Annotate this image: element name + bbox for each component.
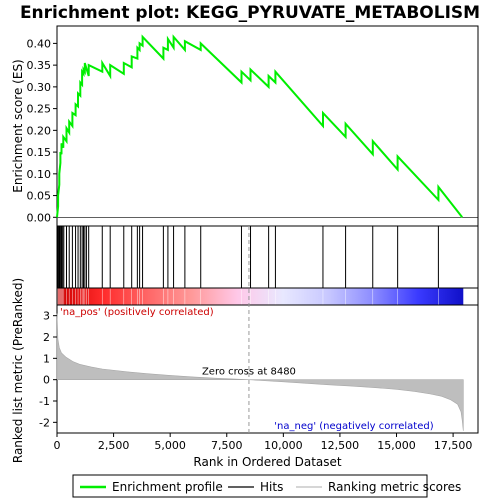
xtick-label: 10,000	[264, 439, 303, 452]
metric-ytick-label: 0	[43, 374, 50, 387]
xtick-label: 15,000	[377, 439, 416, 452]
xtick-label: 7,500	[211, 439, 243, 452]
metric-ytick-label: 3	[43, 310, 50, 323]
legend-label: Ranking metric scores	[328, 480, 461, 494]
xtick-label: 12,500	[321, 439, 360, 452]
es-ytick-label: 0.00	[27, 211, 52, 224]
es-ytick-label: 0.05	[27, 190, 52, 203]
xtick-label: 0	[54, 439, 61, 452]
metric-area	[56, 313, 464, 431]
rank-color-band	[57, 288, 464, 305]
es-ytick-label: 0.35	[27, 59, 52, 72]
legend-label: Enrichment profile	[112, 480, 223, 494]
es-ytick-label: 0.15	[27, 146, 52, 159]
metric-ytick-label: -2	[39, 416, 50, 429]
legend-box	[72, 474, 428, 498]
legend-label: Hits	[260, 480, 283, 494]
metric-ylabel: Ranked list metric (PreRanked)	[11, 278, 25, 463]
metric-ytick-label: 1	[43, 352, 50, 365]
es-ytick-label: 0.10	[27, 168, 52, 181]
xtick-label: 5,000	[154, 439, 186, 452]
hits-panel-frame	[56, 225, 479, 289]
pos-label: 'na_pos' (positively correlated)	[60, 307, 214, 318]
es-ytick-label: 0.20	[27, 124, 52, 137]
zero-cross-label: Zero cross at 8480	[202, 367, 296, 378]
xtick-label: 2,500	[98, 439, 130, 452]
es-panel-frame	[56, 25, 479, 227]
metric-ytick-label: -1	[39, 395, 50, 408]
es-ytick-label: 0.25	[27, 103, 52, 116]
es-ylabel: Enrichment score (ES)	[11, 59, 25, 192]
xtick-label: 17,500	[434, 439, 473, 452]
es-ytick-label: 0.30	[27, 81, 52, 94]
xlabel: Rank in Ordered Dataset	[193, 455, 341, 469]
es-series-line	[56, 34, 463, 218]
chart-title: Enrichment plot: KEGG_PYRUVATE_METABOLIS…	[20, 3, 480, 23]
metric-ytick-label: 2	[43, 331, 50, 344]
metric-panel-frame	[56, 304, 479, 434]
es-ytick-label: 0.40	[27, 37, 52, 50]
neg-label: 'na_neg' (negatively correlated)	[274, 421, 433, 432]
